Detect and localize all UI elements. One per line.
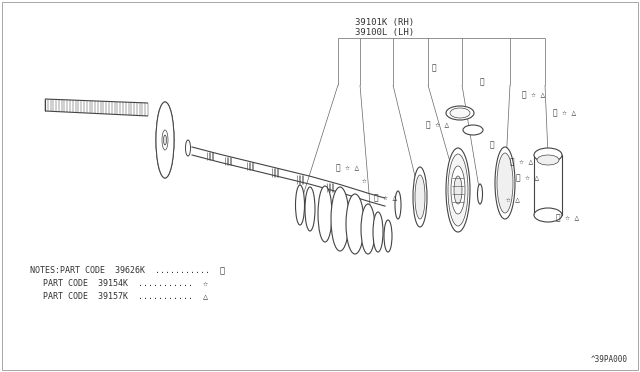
Ellipse shape (156, 102, 174, 178)
Text: ※ ☆ △: ※ ☆ △ (522, 90, 545, 99)
Ellipse shape (161, 128, 169, 152)
Ellipse shape (159, 122, 172, 158)
Text: PART CODE  39157K  ...........  △: PART CODE 39157K ........... △ (43, 292, 208, 301)
Text: ※ ☆ △: ※ ☆ △ (374, 193, 397, 202)
Text: ※ ☆ △: ※ ☆ △ (556, 214, 579, 222)
Ellipse shape (156, 102, 174, 178)
Text: ※: ※ (480, 77, 484, 87)
Text: ※ ☆ △: ※ ☆ △ (510, 157, 533, 167)
Ellipse shape (186, 140, 191, 156)
Ellipse shape (296, 185, 305, 225)
Text: ※ ☆ △: ※ ☆ △ (553, 109, 576, 118)
Ellipse shape (497, 153, 513, 213)
Text: 39101K (RH): 39101K (RH) (355, 17, 414, 26)
Ellipse shape (361, 204, 375, 254)
Ellipse shape (463, 125, 483, 135)
Ellipse shape (157, 114, 173, 166)
Ellipse shape (495, 147, 515, 219)
Ellipse shape (446, 106, 474, 120)
Ellipse shape (537, 155, 559, 165)
Text: ※: ※ (432, 64, 436, 73)
Ellipse shape (157, 106, 173, 174)
Ellipse shape (384, 220, 392, 252)
Text: PART CODE  39154K  ...........  ☆: PART CODE 39154K ........... ☆ (43, 279, 208, 288)
Ellipse shape (534, 148, 562, 162)
Ellipse shape (451, 166, 465, 214)
Text: ※ ☆ △: ※ ☆ △ (336, 164, 359, 173)
Ellipse shape (162, 130, 168, 150)
Ellipse shape (415, 175, 425, 219)
Ellipse shape (395, 191, 401, 219)
Text: ※: ※ (490, 141, 495, 150)
Ellipse shape (318, 186, 332, 242)
Ellipse shape (305, 187, 315, 231)
Ellipse shape (477, 184, 483, 204)
Ellipse shape (158, 112, 172, 168)
Bar (534, 155, 562, 215)
Ellipse shape (159, 126, 171, 154)
Ellipse shape (448, 154, 468, 226)
Ellipse shape (157, 107, 173, 173)
Ellipse shape (157, 110, 173, 170)
Ellipse shape (346, 194, 364, 254)
Text: ※ ☆ △: ※ ☆ △ (516, 173, 539, 183)
Text: ^39PA000: ^39PA000 (591, 356, 628, 365)
Ellipse shape (163, 135, 166, 145)
Ellipse shape (158, 118, 172, 162)
Ellipse shape (534, 208, 562, 222)
Ellipse shape (446, 148, 470, 232)
Ellipse shape (373, 212, 383, 252)
Ellipse shape (160, 123, 170, 157)
Ellipse shape (450, 108, 470, 118)
Ellipse shape (454, 176, 462, 204)
Text: ☆: ☆ (362, 176, 367, 185)
Text: NOTES:PART CODE  39626K  ...........  ※: NOTES:PART CODE 39626K ........... ※ (30, 266, 225, 275)
Text: ※ ☆ △: ※ ☆ △ (426, 121, 449, 129)
Text: ☆ △: ☆ △ (506, 196, 520, 205)
Text: 39100L (LH): 39100L (LH) (355, 28, 414, 36)
Ellipse shape (331, 187, 349, 251)
Ellipse shape (159, 118, 171, 162)
Ellipse shape (413, 167, 427, 227)
